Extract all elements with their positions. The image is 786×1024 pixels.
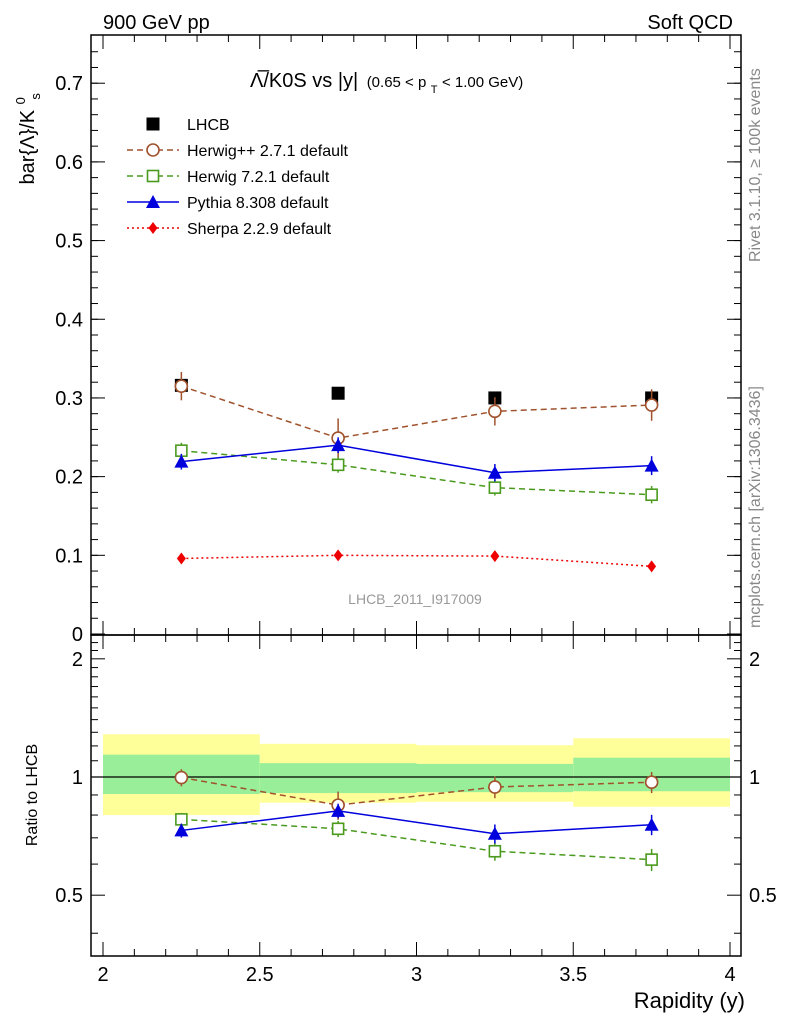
main-series-line	[181, 449, 652, 496]
main-point	[331, 438, 346, 452]
ratio-band-inner	[259, 763, 417, 794]
main-point	[176, 552, 186, 565]
main-series-line	[181, 385, 652, 439]
main-point	[488, 481, 502, 494]
main-series-4	[176, 549, 657, 573]
main-ylabel-sub: s	[28, 93, 43, 100]
ratio-series-1	[175, 812, 658, 872]
ratio-point	[174, 770, 189, 785]
ratio-point	[331, 803, 346, 817]
watermark: LHCB_2011_I917009	[348, 591, 482, 607]
ratio-series-2	[174, 803, 659, 844]
legend-item: Sherpa 2.2.9 default	[127, 221, 332, 238]
legend-label: LHCB	[187, 117, 230, 134]
ratio-ytick-label-right: 0.5	[749, 885, 777, 907]
main-series-3	[174, 437, 659, 482]
legend-item: Herwig 7.2.1 default	[127, 169, 330, 186]
main-point	[488, 404, 502, 419]
rivet-label: Rivet 3.1.10, ≥ 100k events	[747, 68, 764, 262]
main-point	[174, 379, 189, 393]
x-tick-label: 3	[411, 964, 422, 986]
main-title-text: Λ̅/K0S vs |y|	[250, 69, 358, 92]
legend-marker	[146, 195, 160, 208]
ratio-series-line	[181, 810, 652, 835]
header-left: 900 GeV pp	[103, 12, 210, 34]
main-title-sub-end: < 1.00 GeV)	[442, 74, 523, 91]
ratio-ytick-label: 1	[72, 767, 83, 789]
main-ytick-label: 0.6	[55, 152, 83, 174]
ratio-ytick-label-right: 1	[749, 767, 760, 789]
legend-label: Sherpa 2.2.9 default	[187, 221, 332, 238]
main-ytick-label: 0.7	[55, 73, 83, 95]
ratio-point	[487, 826, 502, 840]
main-ytick-label: 0.3	[55, 388, 83, 410]
main-ylabel-sup: 0	[13, 97, 28, 104]
main-point	[644, 458, 659, 472]
main-series-0	[174, 378, 659, 405]
main-point	[333, 549, 343, 562]
main-series-1	[174, 371, 659, 458]
ratio-point	[331, 822, 345, 836]
x-tick-label: 4	[724, 964, 735, 986]
main-title: Λ̅/K0S vs |y| (0.65 < p T < 1.00 GeV)	[250, 69, 523, 97]
main-panel: 0 0.1 0.2 0.3 0.4 0.5 0.6 0.7	[55, 34, 742, 646]
main-point	[174, 454, 189, 468]
header-right: Soft QCD	[647, 12, 733, 34]
main-title-sub-t: T	[431, 84, 438, 96]
ratio-point	[175, 813, 188, 826]
ratio-point	[645, 853, 658, 866]
main-point	[647, 560, 657, 573]
main-point	[490, 550, 500, 563]
main-point	[331, 458, 345, 472]
legend-marker	[146, 117, 160, 131]
main-point	[645, 488, 658, 502]
ratio-series-line	[181, 776, 652, 806]
main-ytick-label: 0.1	[55, 545, 83, 567]
ratio-ytick-label: 2	[72, 649, 83, 671]
main-series-2	[175, 442, 658, 504]
main-ytick-label: 0	[72, 624, 83, 646]
main-point	[487, 465, 502, 479]
main-ytick-label: 0.2	[55, 467, 83, 489]
x-tick-label: 3.5	[559, 964, 587, 986]
legend-item: Herwig++ 2.7.1 default	[127, 143, 349, 160]
main-title-sub: (0.65 < p	[367, 74, 427, 91]
ratio-point	[644, 775, 659, 790]
mcplots-label: mcplots.cern.ch [arXiv:1306.3436]	[747, 386, 764, 628]
legend-marker	[146, 169, 160, 183]
x-tick-label: 2.5	[246, 964, 274, 986]
ratio-ytick-label: 0.5	[55, 885, 83, 907]
main-ytick-label: 0.5	[55, 231, 83, 253]
legend-label: Herwig 7.2.1 default	[187, 169, 330, 186]
ratio-point	[488, 844, 502, 858]
main-series-line	[181, 554, 652, 568]
ratio-series-0	[174, 769, 659, 820]
legend: LHCB Herwig++ 2.7.1 default Herwig 7.2.1 d…	[127, 117, 349, 238]
main-series-line	[181, 444, 652, 474]
ratio-point	[488, 780, 502, 794]
legend-item: LHCB	[146, 117, 230, 134]
main-point	[644, 398, 659, 412]
ratio-point	[644, 817, 659, 831]
ratio-series-line	[181, 818, 652, 861]
ratio-ytick-label-right: 2	[749, 649, 760, 671]
ratio-point	[174, 823, 189, 837]
ratio-panel: 0.5 0.5 1 1 2 2 2 2.5 3 3.5 4	[55, 634, 777, 986]
x-tick-label: 2	[97, 964, 108, 986]
main-ylabel: bar{Λ}/K 0 s	[8, 92, 43, 185]
x-axis-label: Rapidity (y)	[634, 988, 745, 1013]
legend-item: Pythia 8.308 default	[127, 195, 329, 212]
legend-label: Herwig++ 2.7.1 default	[187, 143, 349, 160]
legend-marker	[148, 222, 158, 234]
main-point	[331, 386, 345, 400]
legend-marker	[146, 143, 160, 157]
legend-label: Pythia 8.308 default	[187, 195, 329, 212]
main-ylabel-text: bar{Λ}/K	[17, 109, 39, 184]
main-ytick-label: 0.4	[55, 309, 83, 331]
ratio-ylabel: Ratio to LHCB	[24, 744, 41, 846]
